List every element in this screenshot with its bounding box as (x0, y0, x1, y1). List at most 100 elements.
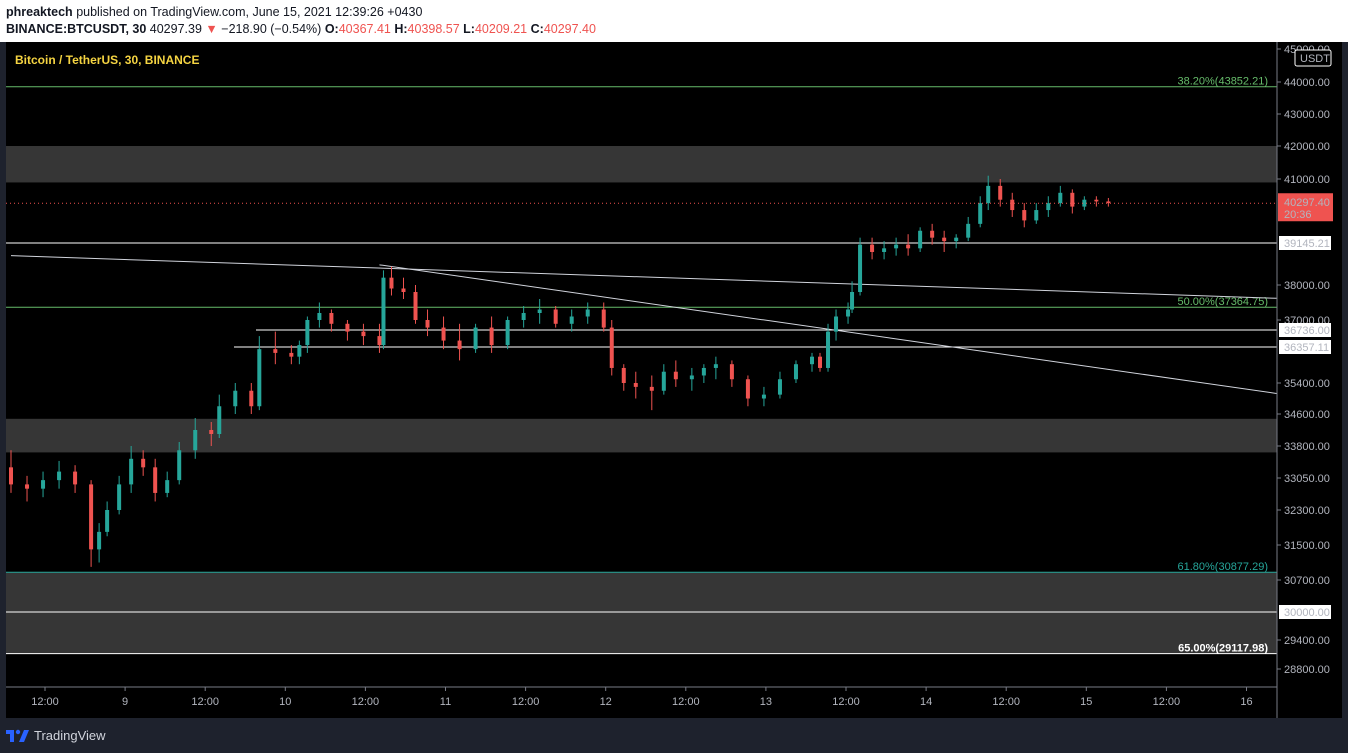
candle-body (305, 320, 310, 346)
price-tick-label: 31500.00 (1284, 540, 1330, 552)
candle-body (918, 230, 923, 249)
price-tick-label: 36736.00 (1284, 325, 1330, 337)
candle-body (257, 349, 262, 407)
price-tick-label: 42000.00 (1284, 141, 1330, 153)
time-tick-label: 12:00 (1153, 696, 1181, 708)
publish-info: phreaktech published on TradingView.com,… (6, 5, 422, 19)
last-price-label: 40297.40 (1284, 197, 1330, 209)
high-value: 40398.57 (407, 22, 460, 36)
time-tick-label: 12:00 (832, 696, 860, 708)
candle-body (377, 336, 382, 346)
candle-body (701, 367, 706, 376)
candle-body (345, 323, 350, 332)
candle-body (129, 458, 134, 485)
candle-body (489, 327, 494, 346)
candle-body (553, 309, 558, 324)
candle-body (457, 340, 462, 350)
candle-body (793, 364, 798, 380)
chart-title: Bitcoin / TetherUS, 30, BINANCE (15, 53, 199, 67)
last-price-value: 40297.39 (149, 22, 202, 36)
candle-body (233, 390, 238, 407)
candle-body (906, 244, 911, 249)
low-value: 40209.21 (474, 22, 528, 36)
chart-frame[interactable]: 38.20%(43852.21) 50.00%(37364.75) 61.80%(3… (6, 42, 1342, 718)
candle-body (621, 367, 626, 383)
countdown-label: 20:36 (1284, 209, 1312, 221)
candle-body (153, 467, 158, 493)
author-name[interactable]: phreaktech (6, 5, 73, 19)
price-box-30000.00 (1279, 605, 1331, 619)
trendline-0[interactable] (10, 255, 1277, 299)
candle-body (850, 292, 855, 310)
price-tick-label: 30700.00 (1284, 575, 1330, 587)
symbol-label: BINANCE:BTCUSDT, 30 (6, 22, 147, 36)
candle-body (1094, 199, 1099, 202)
open-label: O: (324, 22, 339, 36)
candle-body (569, 316, 574, 324)
candle-body (661, 371, 666, 391)
candle-body (193, 430, 198, 451)
currency-label: USDT (1300, 53, 1330, 65)
time-tick-label: 12:00 (191, 696, 219, 708)
candle-body (329, 313, 334, 324)
candle-body (870, 244, 875, 252)
time-tick-label: 12 (600, 696, 612, 708)
candle-body (894, 244, 899, 249)
candle-body (729, 364, 734, 380)
publish-date: published on TradingView.com, June 15, 2… (76, 5, 423, 19)
price-tick-label: 33050.00 (1284, 473, 1330, 485)
time-tick-label: 12:00 (31, 696, 59, 708)
price-tick-label: 30000.00 (1284, 607, 1330, 619)
candle-body (1082, 199, 1087, 207)
candle-body (826, 331, 831, 368)
candle-body (1070, 192, 1075, 207)
candle-body (978, 203, 983, 224)
time-tick-label: 15 (1080, 696, 1092, 708)
candle-body (818, 356, 823, 368)
candle-body (777, 379, 782, 395)
candle-body (389, 277, 394, 289)
candle-body (289, 352, 294, 357)
tradingview-logo-icon[interactable] (6, 728, 30, 742)
tradingview-brand[interactable]: TradingView (34, 728, 106, 743)
candle-body (998, 185, 1003, 200)
open-value: 40367.41 (338, 22, 391, 36)
candle-body (1058, 192, 1063, 204)
candle-body (297, 345, 302, 357)
candle-body (105, 510, 110, 532)
candle-body (942, 237, 947, 242)
price-tick-label: 43000.00 (1284, 109, 1330, 121)
price-tick-label: 35400.00 (1284, 378, 1330, 390)
footer: TradingView (0, 718, 1348, 753)
candle-body (425, 320, 430, 328)
ohlc-legend: BINANCE:BTCUSDT, 30 40297.39 ▼ −218.90 (… (6, 22, 596, 36)
candle-body (249, 390, 254, 407)
candle-body (317, 313, 322, 320)
currency-badge[interactable] (1294, 49, 1332, 67)
time-tick-label: 10 (279, 696, 291, 708)
candle-body (217, 406, 222, 434)
candle-body (633, 383, 638, 387)
candle-body (273, 349, 278, 353)
candle-body (954, 237, 959, 242)
zone-2 (6, 572, 1277, 654)
time-tick-label: 9 (122, 696, 128, 708)
candle-body (1010, 199, 1015, 211)
price-tick-label: 32300.00 (1284, 505, 1330, 517)
price-tick-label: 33800.00 (1284, 441, 1330, 453)
fib-label-0: 38.20%(43852.21) (1177, 76, 1268, 88)
candle-body (361, 331, 366, 337)
price-tick-label: 39145.21 (1284, 238, 1330, 250)
candle-body (73, 471, 78, 485)
candle-body (585, 309, 590, 317)
price-tick-label: 41000.00 (1284, 174, 1330, 186)
last-price-tag (1278, 193, 1333, 222)
low-label: L: (463, 22, 475, 36)
close-value: 40297.40 (543, 22, 596, 36)
candle-body (1022, 210, 1027, 221)
time-tick-label: 13 (760, 696, 772, 708)
price-chart[interactable]: 38.20%(43852.21) 50.00%(37364.75) 61.80%(3… (6, 42, 1342, 718)
candle-body (882, 248, 887, 252)
time-tick-label: 12:00 (352, 696, 380, 708)
candle-body (930, 230, 935, 238)
